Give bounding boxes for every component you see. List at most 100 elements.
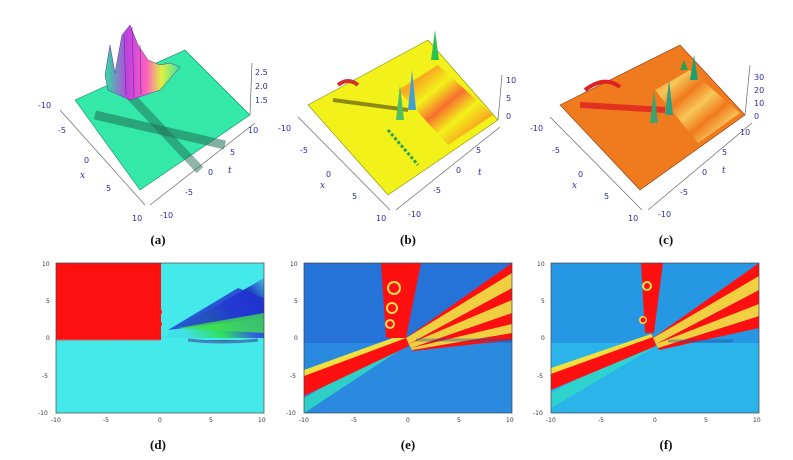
y-tick: 10 [42,261,50,268]
x-tick: 0 [653,417,657,424]
x-tick: -10 [38,101,51,110]
y-tick: 10 [537,261,545,268]
x-tick: 5 [352,192,357,201]
x-tick: -5 [598,417,604,424]
caption-d: (d) [150,437,166,452]
x-axis-label: x [320,181,325,191]
z-tick: 2.5 [255,68,268,77]
wave-band [658,316,759,350]
rogue-wave-peak [396,85,404,120]
z-tick: 5 [506,94,511,103]
surface-plot-b: 10 5 0 -10 -5 0 5 10 x 5 0 -5 -10 t [278,30,516,223]
t-tick: 5 [476,146,481,155]
z-tick: 10 [506,76,516,85]
y-tick: -5 [290,373,296,380]
x-tick: -10 [51,417,61,424]
x-tick: -5 [58,126,66,135]
y-tick: 5 [46,298,50,305]
t-tick: 0 [208,168,213,177]
x-tick: -10 [278,124,291,133]
soliton-ridge [579,102,666,113]
z-tick: 1.5 [255,96,268,105]
x-tick: -10 [546,417,556,424]
y-tick: 5 [294,298,298,305]
density-plot-d: 10 5 0 -5 -10 -10 -5 0 5 10 [38,261,266,424]
t-tick: 0 [456,166,461,175]
surface-plot-a: 2.5 2.0 1.5 -10 -5 0 5 10 x 10 5 0 -5 -1… [38,24,268,223]
t-tick: 0 [702,168,707,177]
caption-c: (c) [658,232,674,247]
t-tick: -10 [658,210,671,219]
x-tick: -10 [530,124,543,133]
x-axis-label: x [572,181,577,191]
t-axis-label: t [478,168,482,178]
x-tick: 0 [84,156,89,165]
t-tick: -5 [185,188,193,197]
y-tick: -5 [537,373,543,380]
x-tick: 10 [753,417,761,424]
rogue-wave-peak [690,55,698,80]
rogue-wave-peak [431,30,439,60]
t-tick: 5 [722,148,727,157]
density-plot-e: 10 5 0 -5 -10 -10 -5 0 5 10 [286,261,514,424]
x-tick: -10 [299,417,309,424]
wave-bands [655,70,740,143]
rogue-wave-peak [650,90,658,123]
x-axis-label: x [80,171,85,181]
x-tick: 5 [604,192,609,201]
x-tick: -5 [103,417,109,424]
caption-a: (a) [150,232,166,247]
y-tick: 10 [290,261,298,268]
x-tick: -5 [552,146,560,155]
t-tick: -10 [160,211,173,220]
wave-band [656,290,759,348]
wave-bands [398,65,493,145]
t-tick: -10 [408,210,421,219]
y-tick: 0 [541,335,545,342]
y-tick: -10 [533,410,543,417]
x-tick: 10 [132,214,142,223]
t-tick: 5 [230,148,235,157]
surface-plot-c: 30 20 10 0 -10 -5 0 5 10 x 10 5 0 -5 -10… [530,44,764,223]
caption-e: (e) [400,437,416,452]
soliton-band [551,336,656,390]
x-tick: -5 [300,146,308,155]
soliton-ridge [116,81,204,174]
rogue-wave-peak [104,24,181,101]
x-tick: 5 [106,184,111,193]
t-tick: 10 [740,128,750,137]
rogue-wave-peak [408,70,416,110]
x-tick: 5 [457,417,461,424]
z-tick: 0 [754,112,759,121]
density-plot-f: 10 5 0 -5 -10 -10 -5 0 5 10 [533,261,761,424]
y-tick: -10 [286,410,296,417]
x-tick: 0 [326,170,331,179]
y-tick: -10 [38,410,48,417]
x-tick: 5 [209,417,213,424]
t-tick: -5 [680,188,688,197]
soliton-band [304,336,409,396]
t-tick: 10 [248,126,258,135]
x-tick: 0 [406,417,410,424]
x-tick: 10 [376,214,386,223]
t-axis-label: t [228,166,232,176]
x-tick: 0 [158,417,162,424]
x-tick: 10 [506,417,514,424]
t-axis-label: t [722,166,726,176]
caption-b: (b) [400,232,416,247]
wave-band [411,313,512,350]
y-tick: 5 [541,298,545,305]
x-tick: 0 [578,170,583,179]
y-tick: 0 [46,335,50,342]
z-tick: 2.0 [255,82,268,91]
caption-f: (f) [659,437,673,452]
t-tick: -5 [433,186,441,195]
x-tick: 10 [628,214,638,223]
wave-band [412,333,512,351]
y-tick: -5 [42,373,48,380]
rogue-wave-peak [680,60,688,70]
rogue-wave-region [56,263,161,340]
x-tick: 10 [258,417,266,424]
x-tick: -5 [351,417,357,424]
rogue-wave-region [641,263,663,333]
